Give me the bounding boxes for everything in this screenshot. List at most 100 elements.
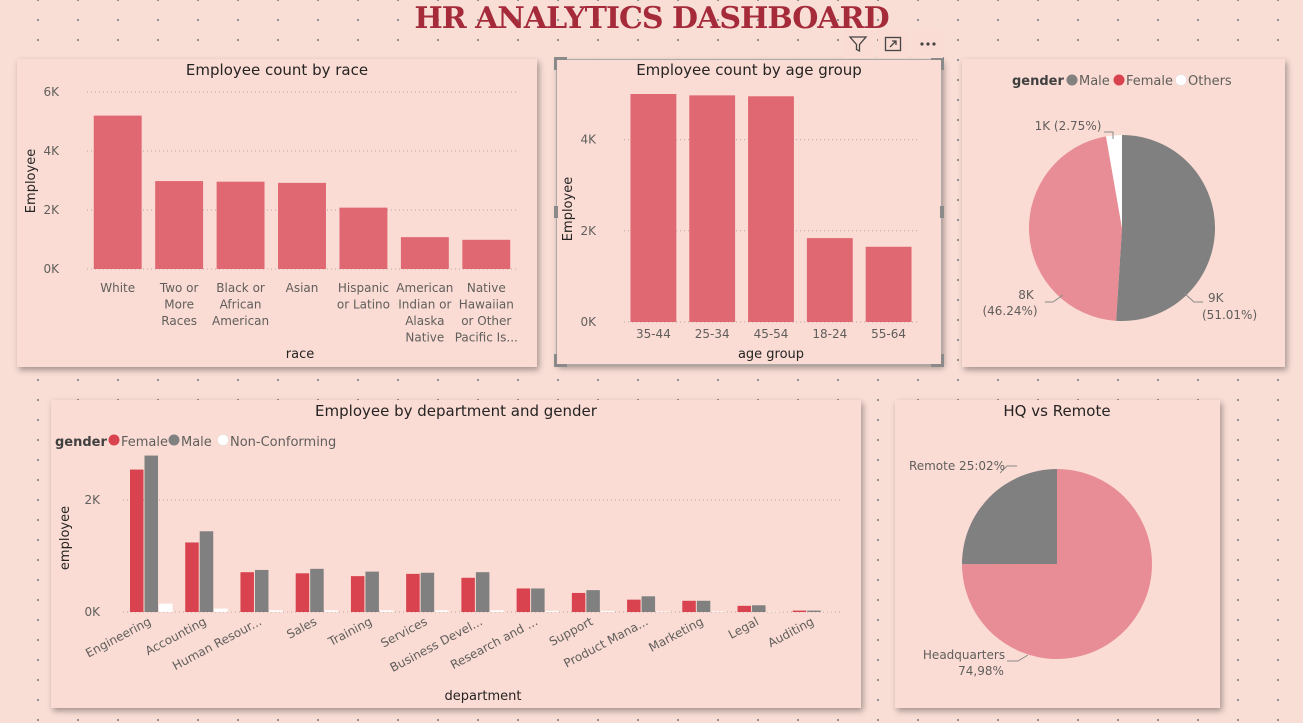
bar [586, 590, 600, 612]
x-tick-label: Engineering [83, 614, 153, 660]
legend-marker [1175, 74, 1187, 86]
data-label: 74,98% [958, 664, 1004, 678]
legend-marker [1066, 74, 1078, 86]
bar [159, 603, 173, 612]
x-tick-label: Legal [726, 614, 761, 641]
x-tick-label: Marketing [646, 614, 705, 654]
legend-title: gender [1012, 74, 1065, 89]
x-tick-label: Native [405, 331, 444, 345]
department-chart-panel[interactable]: Employee by department and gender gender F… [51, 400, 861, 708]
data-label: (46.24%) [982, 304, 1037, 318]
y-tick-label: 0K [43, 262, 60, 276]
chart-title: Employee count by age group [636, 61, 862, 79]
bar [130, 469, 144, 612]
bar [339, 207, 388, 269]
bar [630, 94, 677, 322]
race-chart-panel[interactable]: Employee count by race 0K 2K 4K 6K Employee Wh… [17, 59, 537, 367]
x-tick-label: Pacific Is... [455, 331, 518, 345]
bar [324, 610, 339, 612]
pie-slice [1106, 135, 1122, 228]
legend-label: Non-Conforming [230, 435, 336, 450]
bar [545, 610, 560, 612]
y-tick-label: 2K [580, 224, 597, 238]
age-bar-chart: Employee count by age group 0K 2K 4K Employe… [561, 61, 918, 362]
y-axis-label: employee [58, 506, 73, 570]
more-options-icon [920, 42, 936, 46]
legend-title: gender [55, 435, 108, 450]
x-tick-label: Hispanic [338, 281, 389, 295]
x-axis-label: race [286, 347, 314, 362]
x-tick-label: Sales [284, 614, 319, 641]
bar [516, 588, 531, 612]
leader-line [999, 465, 1017, 474]
bar [711, 611, 725, 612]
y-tick-label: 4K [580, 133, 597, 147]
bar [627, 599, 641, 612]
resize-handle-left[interactable] [554, 206, 558, 218]
bar [752, 605, 766, 612]
x-tick-label: Native [467, 281, 506, 295]
more-options-button[interactable] [913, 30, 943, 58]
legend-marker [1113, 74, 1125, 86]
leader-line [1007, 654, 1029, 662]
bar [420, 572, 435, 612]
bar [144, 455, 158, 612]
bar [350, 576, 365, 612]
legend-label: Male [1079, 74, 1110, 89]
resize-handle-top-right[interactable] [931, 57, 944, 70]
bar [269, 610, 283, 612]
bar [531, 588, 545, 612]
bar [641, 596, 656, 612]
x-tick-label: White [100, 281, 135, 295]
bar [696, 600, 711, 612]
x-tick-label: Training [325, 614, 374, 649]
x-tick-label: or Other [461, 314, 511, 328]
pie-slice [962, 469, 1152, 659]
bar [571, 592, 586, 612]
bar [406, 573, 420, 612]
x-tick-label: Asian [286, 281, 319, 295]
bar [365, 571, 379, 612]
focus-mode-button[interactable] [878, 30, 908, 58]
y-tick-label: 0K [84, 605, 101, 619]
x-tick-label: African [220, 298, 262, 312]
x-tick-label: More [164, 298, 194, 312]
gender-pie-panel[interactable]: gender Male Female Others 9K (51.01%) 8K (46.24… [962, 59, 1285, 367]
legend-label: Female [121, 435, 168, 450]
x-tick-label: American [396, 281, 453, 295]
x-tick-label: Auditing [765, 614, 816, 650]
bar [748, 96, 794, 322]
pie-slice [1116, 135, 1215, 321]
x-tick-label: 25-34 [695, 327, 730, 341]
resize-handle-right[interactable] [940, 206, 944, 218]
data-label: (51.01%) [1202, 308, 1257, 322]
chart-title: Employee by department and gender [315, 402, 598, 420]
bar [214, 608, 228, 612]
location-pie-panel[interactable]: HQ vs Remote Remote 25:02% Headquarters 74,… [895, 400, 1220, 708]
bar [689, 95, 736, 322]
resize-handle-bottom-right[interactable] [931, 354, 944, 367]
x-axis-label: department [445, 689, 522, 704]
filter-icon [848, 36, 868, 53]
bar [462, 239, 511, 269]
x-tick-label: 18-24 [812, 327, 847, 341]
filter-button[interactable] [843, 30, 873, 58]
x-tick-label: Business Devel... [388, 614, 485, 675]
bar [295, 573, 310, 612]
y-axis-label: Employee [561, 177, 576, 241]
data-label: 1K (2.75%) [1035, 119, 1102, 133]
data-label: 9K [1208, 291, 1225, 305]
resize-handle-top-left[interactable] [554, 57, 567, 70]
chart-title: HQ vs Remote [1003, 402, 1110, 420]
focus-mode-icon [884, 36, 902, 52]
department-bar-chart: Employee by department and gender gender F… [55, 402, 841, 704]
age-chart-panel[interactable]: Employee count by age group 0K 2K 4K Employe… [554, 57, 944, 367]
x-axis-label: age group [738, 347, 804, 362]
x-tick-label: 35-44 [636, 327, 671, 341]
bar [435, 610, 449, 612]
bar [806, 238, 853, 322]
legend-label: Male [181, 435, 212, 450]
y-tick-label: 6K [43, 85, 60, 99]
y-axis-label: Employee [24, 149, 39, 213]
resize-handle-bottom-left[interactable] [554, 354, 567, 367]
